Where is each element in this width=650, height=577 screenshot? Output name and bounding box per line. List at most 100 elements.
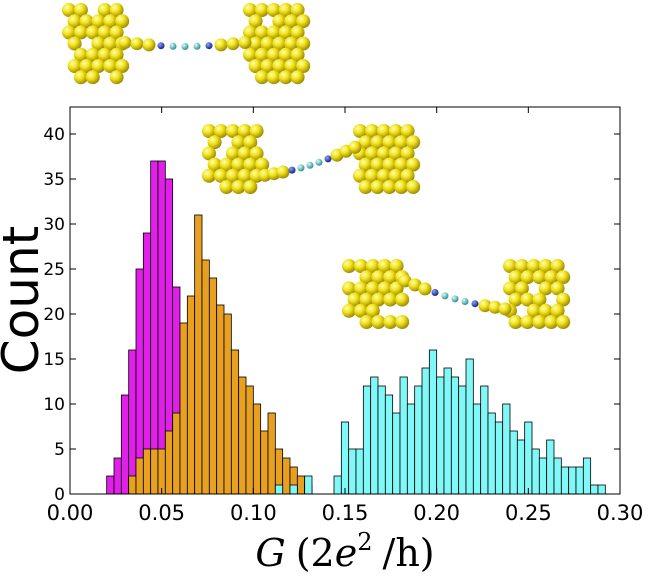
x-axis-label-e: e (335, 531, 358, 575)
bar-cyan-5 (348, 448, 357, 495)
gold-atom (225, 124, 240, 138)
gold-atom (376, 146, 391, 161)
gold-atom (550, 303, 565, 318)
junction-inset-middle (202, 124, 421, 194)
gold-atom (73, 70, 88, 85)
x-tick-label: 0.20 (413, 501, 460, 525)
gold-atom (377, 259, 392, 273)
gold-atom (85, 70, 100, 85)
gold-atom (508, 292, 523, 307)
gold-atom (382, 157, 397, 172)
gold-atom (538, 281, 553, 296)
y-axis-label: Count (0, 226, 50, 375)
bar-cyan-11 (392, 412, 401, 495)
gold-atom (109, 47, 124, 62)
gold-atom (508, 270, 523, 285)
gold-atom (342, 303, 356, 318)
gold-atom (225, 146, 240, 161)
gold-atom (290, 47, 305, 62)
gold-atom (382, 135, 397, 150)
gold-atom (103, 14, 118, 29)
bar-cyan-7 (362, 385, 372, 495)
gold-atom (249, 146, 264, 161)
gold-atom (508, 315, 523, 329)
gold-atom (79, 59, 94, 73)
gold-atom (255, 157, 270, 172)
gold-atom (213, 168, 228, 183)
bar-orange-0 (128, 475, 137, 495)
gold-atom (358, 157, 373, 172)
bar-cyan-27 (509, 430, 518, 495)
gold-atom (400, 146, 415, 161)
gold-atom (248, 59, 263, 73)
gold-atom (219, 180, 234, 194)
gold-atom (91, 14, 106, 29)
bar-cyan-19 (450, 376, 460, 495)
gold-atom (526, 259, 541, 273)
gold-atom (370, 157, 385, 172)
gold-atom (370, 135, 385, 150)
gold-atom (207, 135, 222, 150)
bar-orange-14 (230, 349, 240, 495)
bar-cyan-20 (458, 385, 467, 495)
gold-atom (377, 281, 392, 296)
gold-atom (520, 292, 535, 307)
x-tick-label: 0.05 (138, 501, 185, 525)
bar-cyan-14 (414, 385, 423, 495)
gold-atom (353, 281, 368, 296)
bar-cyan-31 (538, 457, 548, 495)
gold-atom (359, 292, 374, 307)
bar-cyan-15 (421, 367, 430, 495)
bar-orange-15 (238, 376, 247, 495)
gold-atom (226, 37, 240, 51)
gold-atom (243, 135, 258, 150)
gold-atom (364, 124, 379, 138)
gold-atom (202, 124, 216, 138)
molecule-atom (297, 164, 305, 172)
gold-atom (243, 157, 258, 172)
gold-atom (400, 168, 415, 183)
bar-orange-21 (282, 457, 291, 495)
gold-atom (358, 135, 373, 150)
bar-cyan-36 (575, 466, 584, 495)
gold-atom (406, 135, 421, 150)
gold-atom (202, 168, 216, 183)
gold-atom (118, 36, 132, 49)
bar-cyan-34 (560, 466, 570, 495)
gold-atom (556, 292, 571, 307)
gold-atom (365, 281, 380, 296)
gold-atom (388, 146, 403, 161)
gold-atom (342, 281, 356, 296)
gold-atom (532, 270, 547, 285)
molecule-atom (306, 161, 314, 169)
bar-orange-9 (194, 214, 203, 495)
x-axis-label-exponent: 2 (357, 528, 372, 556)
gold-atom (243, 47, 257, 62)
y-tick-label: 35 (43, 170, 65, 190)
gold-atom (296, 36, 311, 51)
gold-atom (290, 25, 305, 40)
gold-atom (276, 165, 290, 179)
gold-atom (538, 303, 553, 318)
gold-atom (394, 180, 409, 194)
junction-inset-right (342, 259, 571, 329)
x-axis-label-open: (2 (296, 531, 335, 575)
gold-atom (142, 38, 156, 52)
gold-atom (353, 124, 367, 138)
gold-atom (296, 14, 311, 29)
gold-atom (347, 292, 362, 307)
gold-atom (260, 36, 275, 51)
bar-cyan-16 (428, 349, 438, 495)
gold-atom (237, 124, 252, 138)
gold-atom (266, 47, 281, 62)
gold-atom (272, 14, 287, 29)
gold-atom (395, 315, 410, 329)
nitrogen-atom (205, 42, 213, 50)
nitrogen-atom (324, 155, 332, 163)
x-tick-label: 0.00 (47, 501, 94, 525)
bar-cyan-26 (502, 403, 511, 495)
gold-atom (514, 259, 529, 273)
gold-atom (109, 3, 124, 17)
bar-magenta-0 (106, 475, 115, 495)
gold-atom (254, 47, 269, 62)
